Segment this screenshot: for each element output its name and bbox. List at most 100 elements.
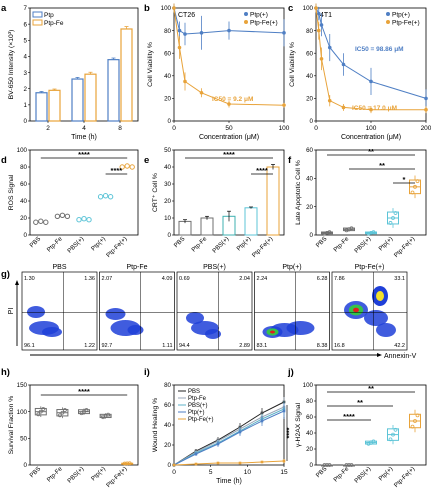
data-point (369, 79, 373, 84)
y-tick-label: 20 (164, 442, 171, 449)
data-point (413, 184, 417, 189)
y-tick-label: 40 (306, 430, 313, 437)
panel-letter: b (144, 3, 150, 14)
y-tick-label: 150 (17, 382, 28, 389)
y-tick-label: 20 (306, 204, 313, 211)
data-point (238, 430, 242, 434)
cell-cluster (127, 325, 144, 335)
flow-frame (331, 271, 408, 351)
y-axis-label: γ-H2AX Signal (295, 402, 302, 447)
data-point (177, 45, 182, 50)
data-point (260, 460, 264, 464)
y-tick-label: 50 (164, 147, 171, 154)
density-core (376, 291, 384, 301)
legend-marker (244, 20, 248, 24)
y-tick-label: 0 (24, 118, 28, 125)
data-point (371, 230, 376, 235)
flow-panel: PBS(+) 0.69 2.04 94.4 2.89 (176, 264, 253, 351)
y-tick-label: 80 (164, 28, 171, 35)
y-tick-label: 0 (168, 118, 172, 125)
series-line (173, 406, 285, 466)
y-tick-label: 80 (164, 382, 171, 389)
data-point (341, 105, 346, 110)
data-point (341, 62, 346, 67)
y-tick-label: 20 (306, 446, 313, 453)
x-tick-label: 15 (280, 469, 288, 476)
plot-frame (315, 149, 427, 236)
y-tick-label: 0 (168, 232, 172, 239)
y-tick-label: 7 (24, 5, 28, 12)
y-tick-label: 0 (310, 232, 314, 239)
quadrant-value: 33.1 (394, 276, 405, 282)
density-peak (353, 307, 359, 313)
panel-letter: g) (1, 269, 10, 280)
y-axis-label: Survival Fraction % (8, 396, 15, 455)
y-tick-label: 6 (24, 21, 28, 28)
data-point (84, 408, 89, 412)
panel-letter: h) (1, 367, 10, 378)
x-tick-label: PBS(+) (211, 235, 230, 254)
data-point (199, 90, 204, 95)
data-point (424, 107, 428, 112)
cell-cluster (27, 306, 45, 318)
data-point (183, 32, 187, 36)
significance-label: **** (78, 387, 90, 396)
y-tick-label: 2 (24, 86, 28, 93)
x-tick-label: 0 (172, 125, 176, 132)
x-tick-label: 200 (421, 125, 431, 132)
panel-letter: d (1, 155, 7, 166)
data-point (327, 463, 332, 467)
y-tick-label: 60 (164, 50, 171, 57)
y-tick-label: 80 (306, 398, 313, 405)
data-point (322, 463, 327, 467)
data-point (38, 218, 44, 224)
data-point (227, 102, 231, 106)
flow-panel-title: Ptp(+) (282, 264, 301, 271)
flow-panel: Ptp-Fe(+) 7.86 33.1 16.8 42.2 (331, 264, 408, 351)
data-point (119, 164, 125, 170)
data-point (415, 179, 420, 184)
y-tick-label: 60 (20, 181, 27, 188)
flow-panel: Ptp(+) 2.24 6.28 83.1 8.38 (254, 264, 330, 351)
y-tick-label: 20 (164, 96, 171, 103)
series-line (173, 460, 285, 466)
panel-i: 0 20 40 60 80 Wound Healing % 0 5 10 15 Time (h) PB… (152, 382, 294, 485)
data-point (388, 437, 393, 442)
y-tick-label: 60 (306, 414, 313, 421)
bar (35, 92, 48, 122)
y-axis-label: BV-650 Intensity (×10³) (8, 30, 15, 100)
data-point (415, 413, 420, 418)
y-tick-label: 20 (306, 96, 313, 103)
quadrant-value: 7.86 (334, 276, 345, 282)
flow-panel-title: Ptp-Fe (126, 264, 147, 271)
y-tick-label: 40 (306, 176, 313, 183)
x-axis-label: Concentration (μM) (341, 134, 401, 141)
data-point (319, 57, 324, 61)
data-point (60, 410, 65, 415)
plot-frame (29, 384, 139, 466)
significance-label: ** (368, 384, 374, 393)
y-tick-label: 0 (24, 462, 28, 469)
y-tick-label: 40 (306, 73, 313, 80)
x-tick-label: Ptp(+) (377, 465, 394, 482)
x-tick-label: 10 (244, 469, 252, 476)
ic50-annotation: IC50 = 17.0 μM (352, 105, 397, 112)
y-tick-label: 4 (24, 54, 28, 61)
data-point (349, 226, 354, 231)
flow-panel: PBS 1.30 1.36 96.1 1.22 (21, 264, 98, 351)
plot-frame (29, 149, 139, 236)
panel-letter: j) (287, 367, 294, 378)
y-tick-label: 40 (164, 73, 171, 80)
significance-label: * (403, 175, 406, 184)
data-point (349, 463, 354, 467)
y-tick-label: 80 (20, 164, 27, 171)
legend-label: Ptp-Fe (188, 396, 207, 402)
panel-g: PI PBS 1.30 1.36 96.1 1.22 Ptp-Fe 2.07 4.09 92.7 1… (8, 264, 417, 360)
x-tick-label: Ptp-Fe (332, 465, 350, 483)
quadrant-value: 2.04 (239, 276, 250, 282)
y-tick-label: 20 (164, 198, 171, 205)
flow-panel-title: Ptp-Fe(+) (355, 264, 385, 271)
data-point (327, 98, 332, 103)
panel-d: 0 20 40 60 80 100 ROS Signal PBS Ptp-Fe PBS(+) Ptp… (8, 147, 139, 259)
